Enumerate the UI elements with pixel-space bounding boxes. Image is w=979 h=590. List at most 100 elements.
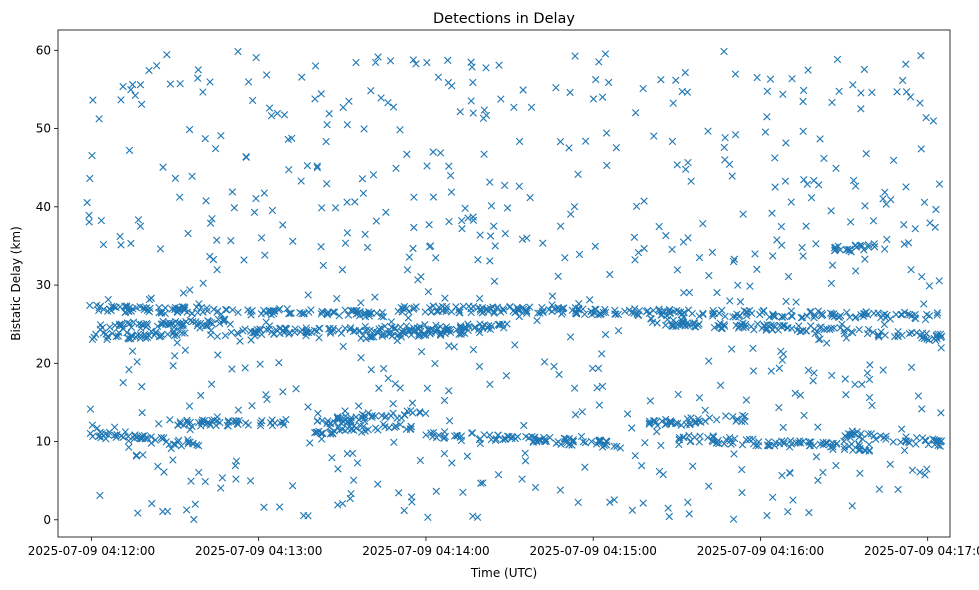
detection-point — [677, 308, 685, 316]
detection-point — [729, 257, 738, 266]
detection-point — [396, 420, 404, 429]
detection-point — [228, 306, 237, 314]
detection-point — [361, 230, 369, 238]
detection-point — [694, 415, 702, 423]
detection-point — [230, 204, 239, 212]
detection-point — [154, 420, 163, 428]
detection-point — [407, 422, 415, 431]
detection-point — [853, 428, 861, 436]
detection-point — [721, 134, 729, 142]
detection-point — [580, 310, 589, 318]
detection-point — [647, 315, 655, 323]
detection-point — [815, 181, 823, 189]
detection-point — [252, 53, 260, 62]
y-tick-label: 40 — [36, 200, 51, 214]
detection-point — [570, 384, 579, 392]
detection-point — [886, 460, 894, 468]
detection-point — [771, 312, 779, 320]
detection-point — [93, 424, 101, 432]
detection-point — [139, 451, 147, 459]
detection-point — [840, 445, 849, 454]
detection-point — [86, 301, 94, 310]
detection-point — [734, 281, 742, 289]
detection-point — [863, 330, 872, 338]
y-tick-label: 20 — [36, 356, 51, 370]
detection-point — [784, 324, 792, 332]
detection-point — [156, 245, 165, 253]
detection-point — [606, 270, 614, 279]
detection-point — [889, 156, 898, 165]
detection-point — [314, 409, 322, 418]
detection-point — [322, 137, 330, 146]
detection-point — [768, 209, 776, 217]
detection-point — [440, 449, 449, 458]
detection-point — [185, 125, 194, 134]
detection-point — [487, 322, 496, 330]
detection-point — [531, 483, 540, 492]
detection-point — [326, 329, 335, 337]
detection-point — [402, 425, 411, 433]
y-axis: 0 10 20 30 40 50 60 — [36, 43, 58, 527]
detection-point — [333, 294, 341, 303]
detection-point — [769, 493, 777, 502]
detection-point — [203, 322, 211, 330]
detection-point — [566, 88, 574, 97]
detection-point — [597, 310, 605, 318]
detection-point — [136, 222, 145, 230]
detection-point — [352, 424, 360, 432]
detection-point — [166, 416, 174, 424]
detection-point — [664, 504, 672, 512]
detection-point — [501, 434, 510, 443]
detection-point — [771, 438, 780, 447]
detection-point — [334, 423, 342, 432]
y-tick-label: 10 — [36, 435, 51, 449]
detection-point — [628, 506, 637, 514]
detection-point — [523, 234, 531, 242]
detection-point — [171, 305, 179, 314]
detection-point — [246, 477, 255, 485]
detection-point — [423, 162, 431, 170]
detection-point — [446, 325, 455, 334]
detection-point — [334, 501, 342, 509]
detection-point — [229, 417, 237, 426]
detection-point — [513, 433, 522, 441]
detection-point — [455, 309, 463, 317]
detection-point — [313, 162, 321, 170]
detection-point — [763, 441, 772, 449]
detection-point — [535, 437, 544, 445]
detection-point — [185, 402, 194, 410]
detection-point — [113, 431, 121, 439]
detection-point — [661, 420, 669, 429]
detection-point — [89, 96, 97, 104]
detection-point — [265, 104, 274, 112]
detection-point — [128, 347, 137, 355]
detection-point — [833, 55, 842, 64]
detection-point — [843, 308, 851, 317]
detection-point — [360, 414, 369, 423]
detection-point — [442, 305, 451, 314]
detection-point — [826, 443, 835, 451]
detection-point — [637, 461, 646, 470]
detection-point — [195, 300, 203, 308]
detection-point — [176, 79, 184, 88]
detection-point — [147, 294, 155, 302]
detection-point — [509, 307, 517, 315]
detection-point — [666, 309, 675, 317]
detection-point — [125, 365, 133, 374]
detection-point — [458, 225, 466, 233]
detection-point — [592, 75, 600, 84]
detection-point — [417, 348, 426, 356]
detection-point — [901, 437, 909, 445]
detection-point — [900, 446, 909, 455]
detection-point — [863, 369, 872, 377]
detection-point — [597, 350, 606, 358]
detection-point — [347, 414, 355, 422]
detection-point — [829, 439, 837, 448]
detection-point — [860, 65, 869, 74]
detection-point — [730, 450, 738, 458]
detection-point — [427, 429, 435, 437]
detection-point — [194, 319, 202, 328]
detection-point — [462, 323, 470, 332]
detection-point — [368, 411, 376, 420]
detection-point — [161, 304, 169, 312]
